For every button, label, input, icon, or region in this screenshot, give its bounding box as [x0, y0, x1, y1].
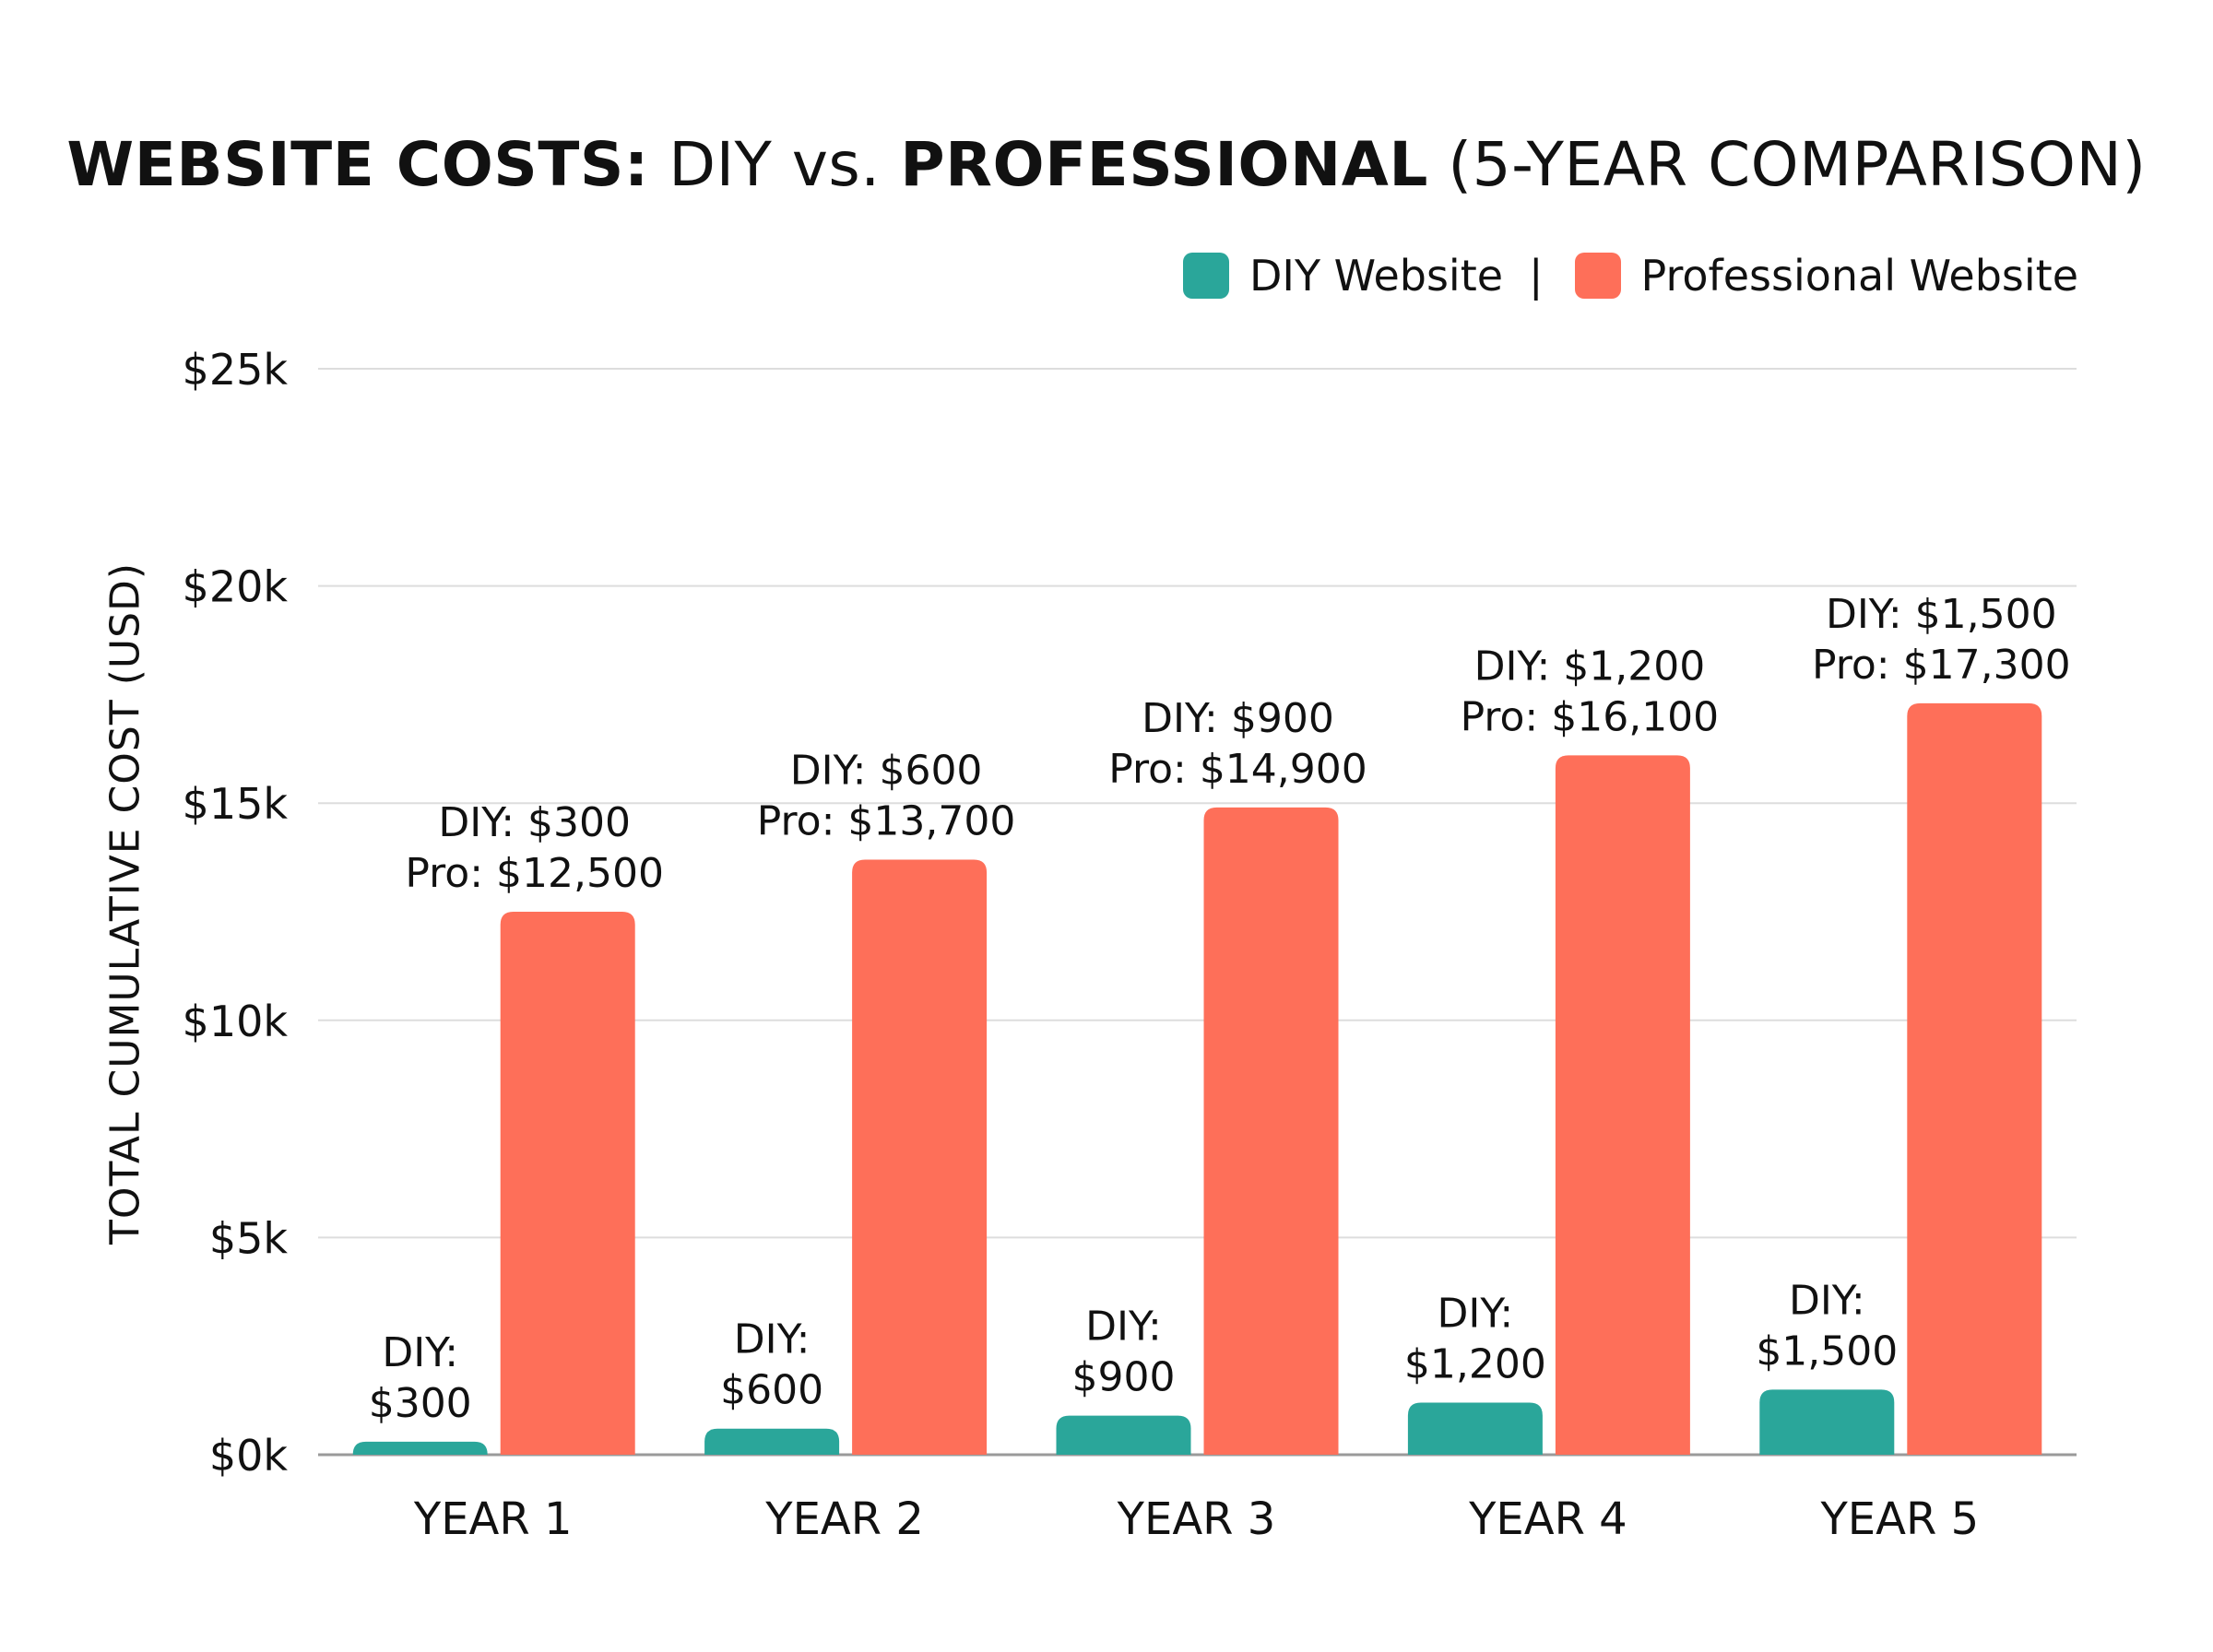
- legend-separator: |: [1529, 251, 1544, 301]
- title-part-website-costs: WEBSITE COSTS:: [66, 129, 649, 200]
- legend-label-diy: DIY Website: [1249, 251, 1504, 301]
- bar-professional: [1203, 807, 1339, 1455]
- data-label-diy: DIY:: [1789, 1277, 1865, 1324]
- x-tick-label: YEAR 5: [1819, 1493, 1979, 1545]
- bar-diy: [1056, 1415, 1191, 1455]
- bar-professional: [500, 912, 635, 1455]
- data-label-pro: Pro: $12,500: [405, 850, 664, 897]
- data-label-diy: DIY:: [1438, 1290, 1514, 1337]
- y-tick-label: $10k: [183, 997, 289, 1046]
- data-label-pro: Pro: $16,100: [1461, 693, 1720, 740]
- data-label-pro: DIY: $600: [790, 747, 983, 794]
- bar-diy: [1407, 1402, 1543, 1455]
- data-label-diy: $1,500: [1756, 1328, 1898, 1375]
- y-tick-label: $25k: [183, 345, 289, 395]
- legend-swatch-diy: [1182, 253, 1229, 299]
- data-label-pro: Pro: $17,300: [1812, 642, 2071, 689]
- legend-label-professional: Professional Website: [1640, 251, 2078, 301]
- bar-diy: [352, 1441, 488, 1455]
- title-part-professional: PROFESSIONAL: [900, 129, 1428, 200]
- chart-title: WEBSITE COSTS: DIY vs. PROFESSIONAL (5-Y…: [0, 129, 2213, 200]
- bar-professional: [1555, 755, 1690, 1455]
- data-label-diy: $300: [369, 1380, 472, 1427]
- x-tick-label: YEAR 1: [413, 1493, 573, 1545]
- data-label-diy: DIY:: [734, 1316, 811, 1363]
- legend: DIY Website | Professional Website: [1182, 251, 2078, 301]
- data-label-diy: DIY:: [1085, 1304, 1162, 1351]
- data-label-diy: $600: [720, 1367, 823, 1414]
- data-label-diy: DIY:: [382, 1329, 458, 1376]
- data-label-pro: DIY: $1,500: [1826, 591, 2057, 638]
- x-tick-label: YEAR 4: [1468, 1493, 1627, 1545]
- bar-professional: [852, 859, 988, 1455]
- legend-swatch-professional: [1574, 253, 1621, 299]
- data-label-pro: DIY: $1,200: [1474, 643, 1706, 690]
- x-tick-label: YEAR 2: [764, 1493, 924, 1545]
- data-label-pro: Pro: $13,700: [757, 797, 1016, 844]
- x-tick-label: YEAR 3: [1117, 1493, 1276, 1545]
- data-label-diy: $1,200: [1404, 1340, 1546, 1387]
- data-label-pro: DIY: $300: [438, 799, 631, 846]
- data-label-pro: DIY: $900: [1142, 695, 1334, 742]
- data-label-diy: $900: [1072, 1354, 1176, 1401]
- y-tick-label: $20k: [183, 562, 289, 612]
- bar-diy: [704, 1428, 840, 1455]
- data-label-pro: Pro: $14,900: [1108, 746, 1367, 793]
- y-tick-label: $15k: [183, 779, 289, 829]
- title-part-comparison: (5-YEAR COMPARISON): [1448, 129, 2147, 200]
- bar-professional: [1907, 702, 2042, 1455]
- title-part-diy-vs: DIY vs.: [669, 129, 881, 200]
- y-tick-label: $0k: [209, 1431, 289, 1481]
- y-tick-label: $5k: [209, 1213, 289, 1263]
- bar-diy: [1759, 1389, 1895, 1455]
